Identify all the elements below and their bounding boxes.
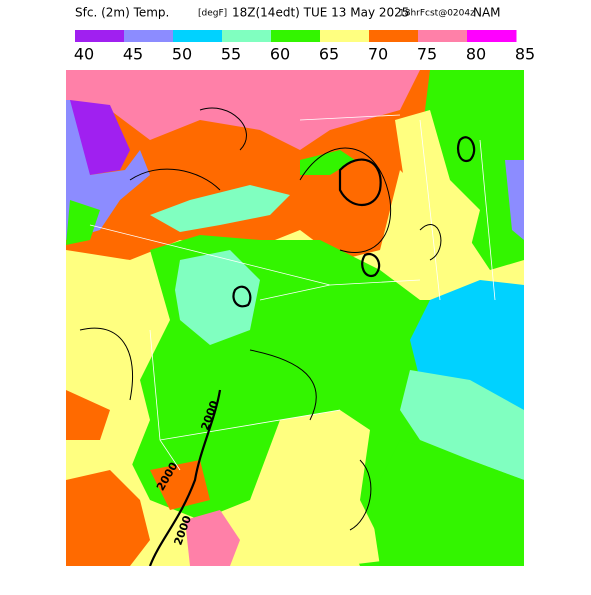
title-part: 18Z(14edt) TUE 13 May 2025 xyxy=(232,6,409,20)
title-part: [degF] xyxy=(198,9,227,19)
color-swatch xyxy=(75,30,125,42)
color-swatch xyxy=(222,30,272,42)
color-swatch xyxy=(418,30,468,42)
colorbar-tick-label: 50 xyxy=(172,45,192,64)
title-part: Sfc. (2m) Temp. xyxy=(75,6,169,20)
colorbar-tick-label: 65 xyxy=(319,45,339,64)
colorbar-tick-label: 80 xyxy=(466,45,486,64)
colorbar-tick-label: 60 xyxy=(270,45,290,64)
colorbar-tick-label: 85 xyxy=(515,45,535,64)
colorbar-tick-label: 45 xyxy=(123,45,143,64)
color-swatch xyxy=(124,30,174,42)
map: 2000 2000 2000 xyxy=(66,70,524,566)
colorbar-tick-label: 40 xyxy=(74,45,94,64)
title-part: 18hrFcst@0204z xyxy=(399,9,475,19)
colorbar-tick-label: 55 xyxy=(221,45,241,64)
color-swatch xyxy=(320,30,370,42)
colorbar-tick-label: 75 xyxy=(417,45,437,64)
colorbar-tick-label: 70 xyxy=(368,45,388,64)
color-swatch xyxy=(173,30,223,42)
title: Sfc. (2m) Temp. [degF] 18Z(14edt) TUE 13… xyxy=(75,6,501,20)
color-swatch xyxy=(467,30,517,42)
colorbar: 40 45 50 55 60 65 70 75 80 85 xyxy=(74,30,535,64)
color-swatch xyxy=(271,30,321,42)
title-part: NAM xyxy=(473,6,501,20)
color-swatch xyxy=(369,30,419,42)
